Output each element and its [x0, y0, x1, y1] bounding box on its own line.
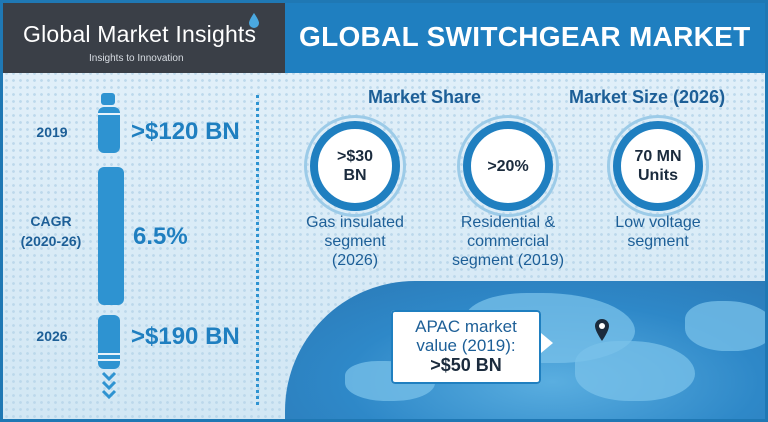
low-voltage-unit: Units — [638, 167, 678, 184]
residential-caption: Residential & commercial segment (2019) — [451, 214, 565, 269]
gas-insulated-value: >$30 — [336, 148, 374, 165]
residential-value: >20% — [487, 157, 529, 175]
title-banner: GLOBAL SWITCHGEAR MARKET — [285, 3, 765, 73]
low-voltage-value: 70 MN — [634, 148, 682, 165]
apac-value: >$50 BN — [430, 355, 502, 375]
timeline-bar-middle — [98, 167, 124, 305]
apac-callout: APAC market value (2019): >$50 BN — [391, 310, 541, 384]
end-value: >$190 BN — [131, 323, 240, 350]
gas-insulated-ring: >$30 BN — [304, 115, 406, 217]
apac-line1: APAC market — [415, 317, 517, 336]
timeline-chevrons-icon — [101, 371, 117, 400]
market-size-title: Market Size (2026) — [569, 87, 726, 107]
timeline-bar-top — [98, 107, 120, 153]
gas-insulated-unit: BN — [343, 167, 367, 184]
timeline-bar-bottom — [98, 315, 120, 369]
start-year: 2019 — [36, 124, 68, 140]
market-share-title: Market Share — [368, 87, 482, 107]
residential-ring: >20% — [457, 115, 559, 217]
start-value: >$120 BN — [131, 118, 240, 145]
cagr-label: CAGR — [30, 213, 72, 229]
logo-tagline: Insights to Innovation — [89, 53, 184, 64]
location-pin-icon — [595, 319, 609, 341]
logo-text: Global Market Insights — [23, 21, 257, 47]
cagr-value: 6.5% — [133, 223, 188, 250]
callout-arrow — [541, 333, 553, 353]
apac-line2: value (2019): — [416, 336, 516, 355]
dotted-divider — [256, 95, 259, 405]
logo-drop-icon — [249, 13, 259, 28]
page-title: GLOBAL SWITCHGEAR MARKET — [299, 21, 751, 52]
timeline-bar-top-cap — [101, 93, 115, 105]
gas-insulated-caption: Gas insulated segment (2026) — [306, 214, 404, 269]
logo-banner: Global Market Insights Insights to Innov… — [3, 3, 285, 73]
low-voltage-ring: 70 MN Units — [607, 115, 709, 217]
low-voltage-caption: Low voltage segment — [615, 214, 701, 250]
end-year: 2026 — [36, 328, 68, 344]
cagr-period: (2020-26) — [20, 233, 82, 249]
